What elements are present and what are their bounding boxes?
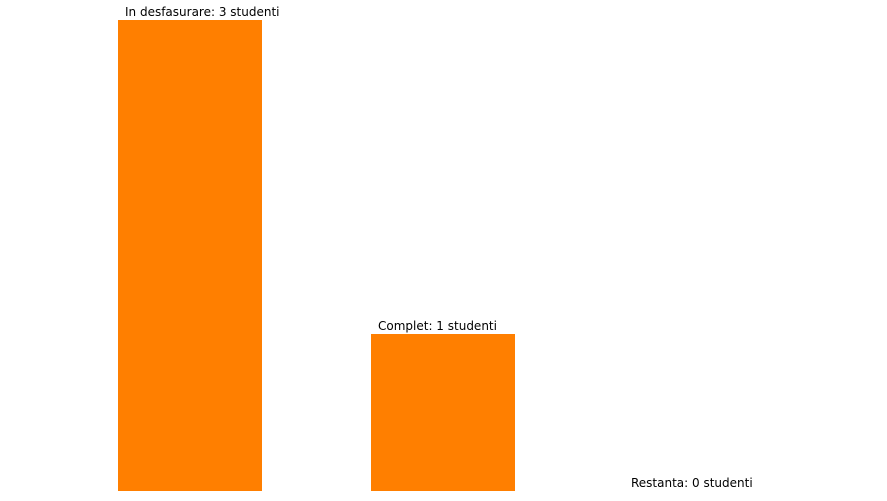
data-label-complet: Complet: 1 studenti [378, 319, 497, 333]
data-label-restanta: Restanta: 0 studenti [631, 476, 753, 490]
bar-complet [371, 334, 515, 491]
bar-in-desfasurare [118, 20, 262, 491]
data-label-in-desfasurare: In desfasurare: 3 studenti [125, 5, 280, 19]
